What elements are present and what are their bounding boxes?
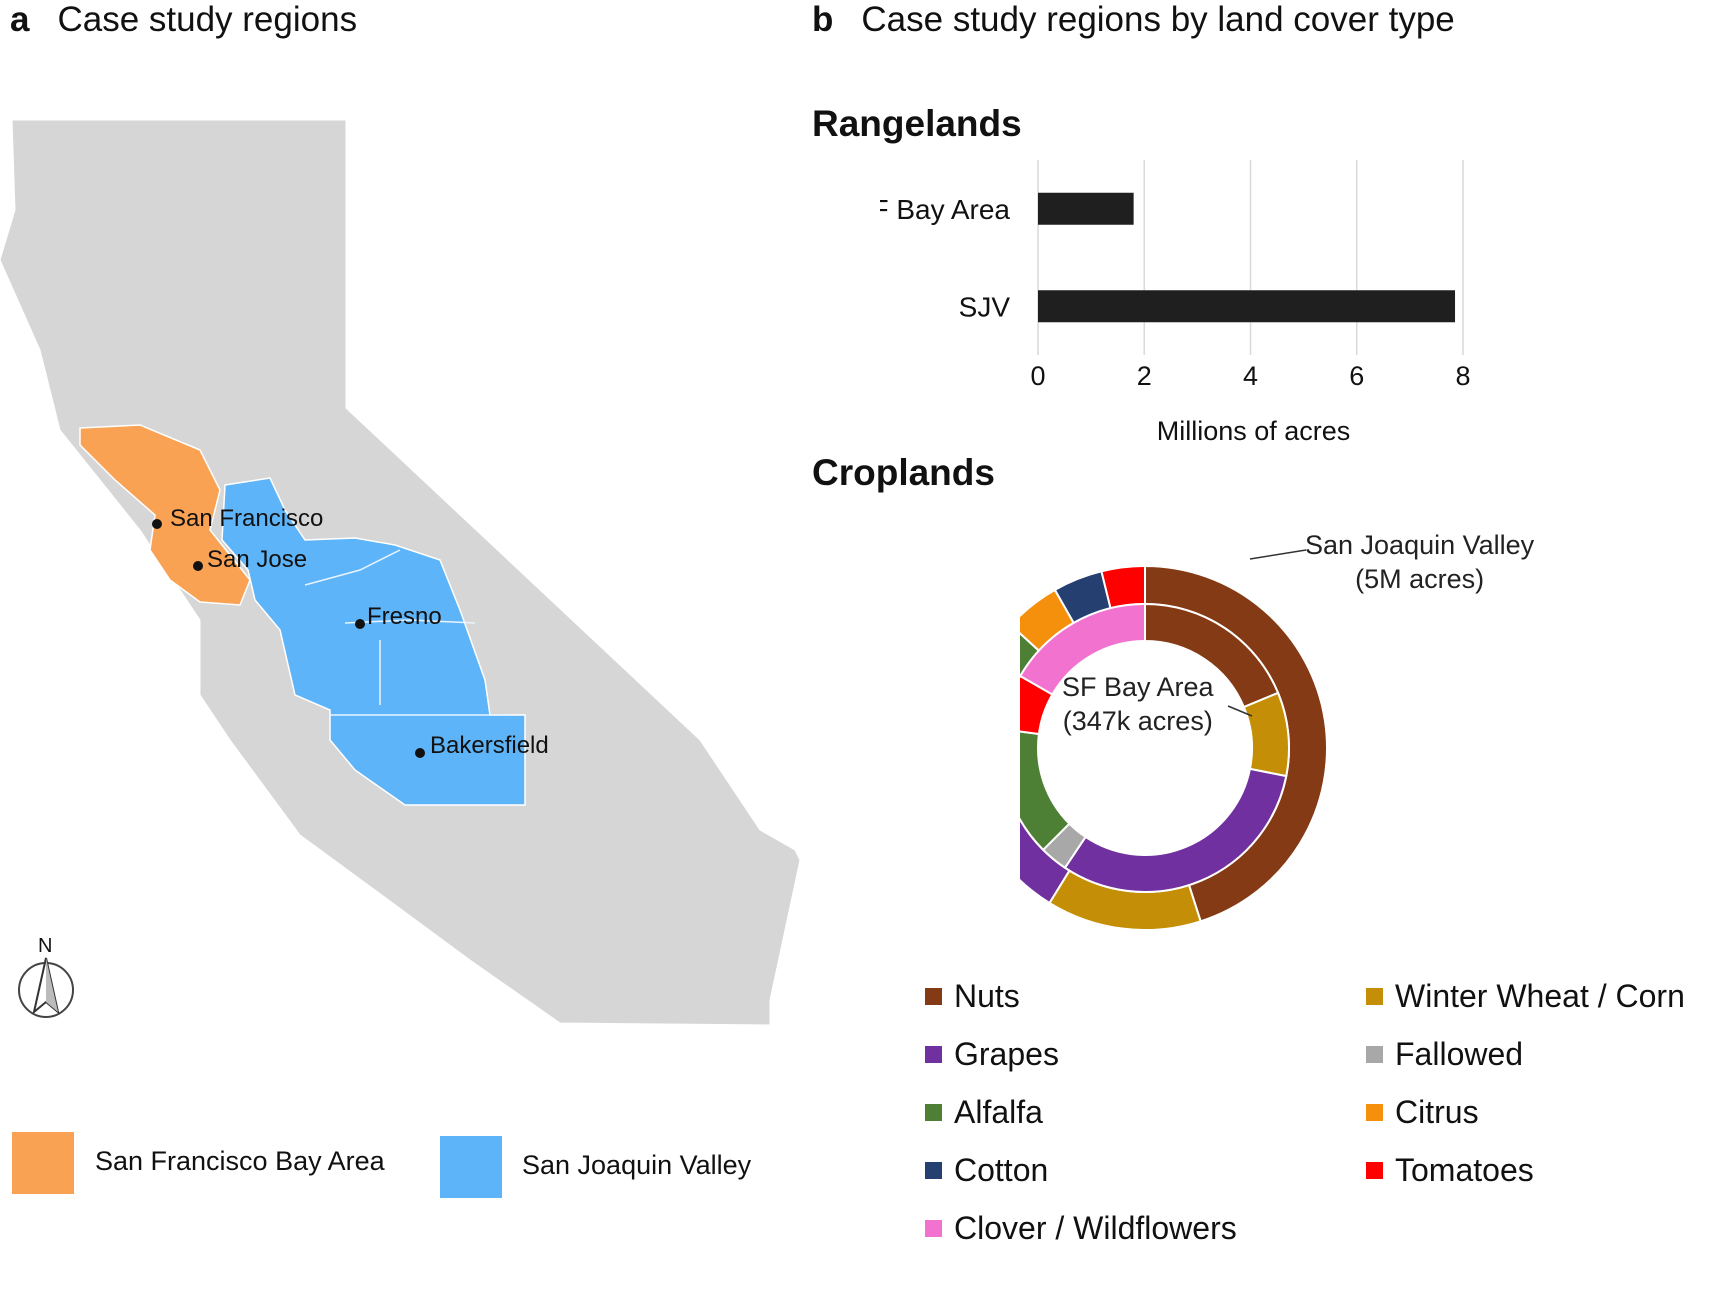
county-border <box>344 619 476 624</box>
city-label-bakersfield: Bakersfield <box>430 732 549 759</box>
legend-label: Alfalfa <box>954 1094 1043 1130</box>
sjv-ring-label-name: San Joaquin Valley <box>1305 530 1535 560</box>
legend-label: Nuts <box>954 978 1020 1014</box>
county-border <box>304 549 401 586</box>
san-joaquin-valley-region <box>221 477 526 806</box>
x-tick-label: 4 <box>1243 361 1258 391</box>
legend-swatch-bay-area <box>12 1132 74 1194</box>
city-dot <box>415 748 425 758</box>
croplands-heading: Croplands <box>812 452 995 493</box>
category-label: SF Bay Area <box>880 194 1010 225</box>
legend-swatch <box>925 988 942 1005</box>
city-label-san-francisco: San Francisco <box>170 505 323 532</box>
panel-b-title: b Case study regions by land cover type <box>812 0 1455 40</box>
panel-a-title: a Case study regions <box>10 0 357 40</box>
legend-label: Tomatoes <box>1395 1152 1534 1188</box>
legend-label: Citrus <box>1395 1094 1479 1130</box>
panel-a-title-text: Case study regions <box>57 0 358 39</box>
sjv-leader-line <box>1249 549 1307 560</box>
legend-item: Citrus <box>1366 1094 1479 1131</box>
sjv-ring-label: San Joaquin Valley (5M acres) <box>1305 528 1534 596</box>
x-tick-label: 0 <box>1030 361 1045 391</box>
donut-slice-outer <box>1100 564 1146 610</box>
city-label-san-jose: San Jose <box>207 546 307 573</box>
legend-swatch <box>925 1220 942 1237</box>
panel-b-letter: b <box>812 0 834 39</box>
panel-a-letter: a <box>10 0 30 39</box>
legend-item: Cotton <box>925 1152 1048 1189</box>
croplands-donut-chart <box>1020 564 1328 931</box>
sf-ring-label: SF Bay Area (347k acres) <box>1062 670 1214 738</box>
legend-label: Grapes <box>954 1036 1059 1072</box>
legend-swatch <box>925 1046 942 1063</box>
bar <box>1038 290 1456 323</box>
north-label: N <box>38 935 52 957</box>
sjv-ring-label-acres: (5M acres) <box>1355 564 1485 594</box>
legend-swatch <box>925 1162 942 1179</box>
legend-label-bay-area: San Francisco Bay Area <box>95 1146 385 1176</box>
donut-slice-inner <box>1020 730 1071 852</box>
legend-swatch-sjv <box>440 1136 502 1198</box>
x-axis-label: Millions of acres <box>1157 416 1351 446</box>
city-label-fresno: Fresno <box>367 603 442 630</box>
legend-item: Winter Wheat / Corn <box>1366 978 1685 1015</box>
legend-item: Tomatoes <box>1366 1152 1534 1189</box>
north-arrow-icon: N <box>18 935 74 1018</box>
legend-swatch <box>1366 1046 1383 1063</box>
bay-area-region <box>79 424 251 606</box>
bar <box>1038 192 1134 225</box>
legend-item: Clover / Wildflowers <box>925 1210 1237 1247</box>
rangelands-bar-chart: 0 2 4 6 8 SF Bay Area SJV Millions of acres <box>880 160 1471 446</box>
sf-leader-line <box>1227 705 1253 717</box>
legend-label: Winter Wheat / Corn <box>1395 978 1685 1014</box>
legend-item: Grapes <box>925 1036 1059 1073</box>
legend-label: Clover / Wildflowers <box>954 1210 1237 1246</box>
panel-b-title-text: Case study regions by land cover type <box>861 0 1455 39</box>
legend-item: Alfalfa <box>925 1094 1043 1131</box>
sf-ring-label-name: SF Bay Area <box>1062 672 1214 702</box>
city-dot <box>193 561 203 571</box>
donut-slice-inner <box>1020 602 1146 696</box>
legend-swatch <box>1366 988 1383 1005</box>
legend-swatch <box>1366 1104 1383 1121</box>
city-dot <box>355 619 365 629</box>
city-dot <box>152 519 162 529</box>
legend-item: Nuts <box>925 978 1020 1015</box>
legend-item: Fallowed <box>1366 1036 1523 1073</box>
california-map: San Francisco San Jose Fresno Bakersfiel… <box>0 119 801 1026</box>
x-tick-label: 2 <box>1137 361 1152 391</box>
sf-ring-label-acres: (347k acres) <box>1062 706 1213 736</box>
legend-label: Cotton <box>954 1152 1049 1188</box>
legend-swatch <box>925 1104 942 1121</box>
category-label: SJV <box>959 291 1011 322</box>
legend-swatch <box>1366 1162 1383 1179</box>
legend-label-sjv: San Joaquin Valley <box>522 1150 752 1180</box>
x-tick-label: 6 <box>1349 361 1364 391</box>
rangelands-heading: Rangelands <box>812 103 1022 144</box>
x-tick-label: 8 <box>1455 361 1470 391</box>
legend-label: Fallowed <box>1395 1036 1524 1072</box>
